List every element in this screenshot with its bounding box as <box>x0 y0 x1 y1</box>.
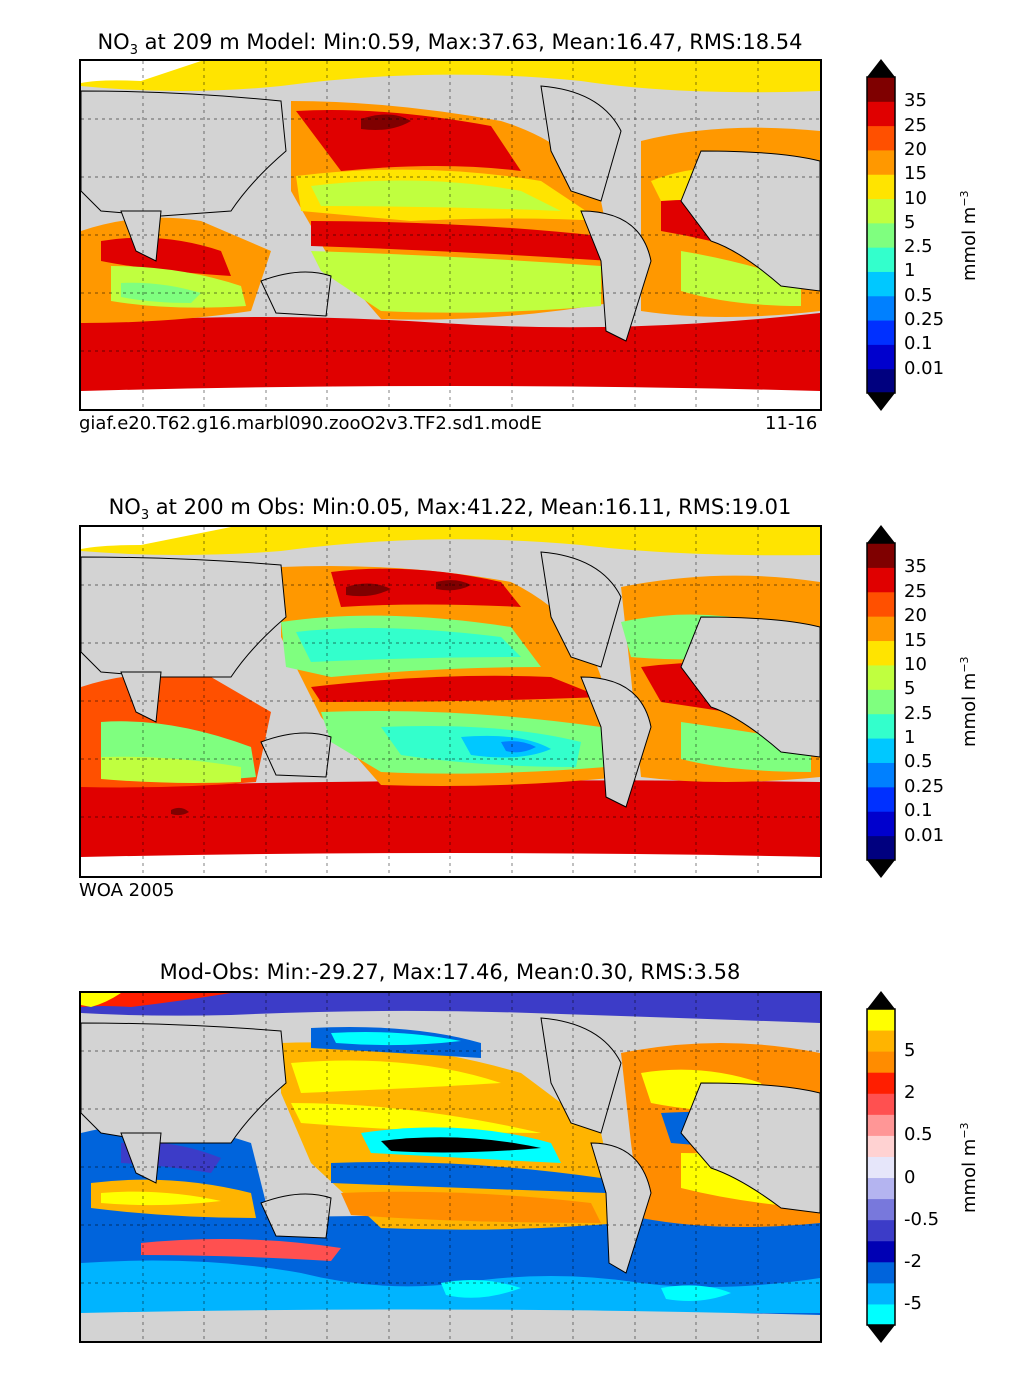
colorbar-tick-label: 10 <box>904 653 927 675</box>
colorbar-tick-label: 20 <box>904 605 927 627</box>
colorbar-segment <box>867 786 895 812</box>
colorbar-tick-label: 20 <box>904 138 927 160</box>
colorbar-segment <box>867 1093 895 1115</box>
diff-title: Mod-Obs: Min:-29.27, Max:17.46, Mean:0.3… <box>159 960 741 984</box>
colorbar-segment <box>867 149 895 175</box>
colorbar-segment <box>867 1072 895 1094</box>
colorbar-segment <box>867 616 895 642</box>
colorbar-extend-max <box>867 525 895 543</box>
obs-title: NO3 at 200 m Obs: Min:0.05, Max:41.22, M… <box>108 495 792 524</box>
colorbar-segment <box>867 1156 895 1179</box>
colorbar-segment <box>867 344 895 370</box>
colorbar-tick-label: 0.5 <box>904 751 933 773</box>
colorbar-tick-label: 5 <box>904 1040 916 1062</box>
colorbar-segment <box>867 1030 895 1052</box>
colorbar-graphic <box>866 59 896 411</box>
model-footer-right: 11-16 <box>765 413 818 434</box>
colorbar-tick-label: 0.01 <box>904 357 945 379</box>
colorbar-tick-label: 0.1 <box>904 333 933 355</box>
colorbar-segment <box>867 198 895 224</box>
obs-map <box>79 525 822 878</box>
colorbar-tick-label: 15 <box>904 629 927 651</box>
colorbar-segment <box>867 125 895 151</box>
colorbar-extend-min <box>867 860 895 878</box>
colorbar-segment <box>867 1219 895 1242</box>
colorbar-segment <box>867 835 895 861</box>
diff-map <box>79 991 822 1343</box>
colorbar-graphic <box>866 525 896 878</box>
colorbar-segment <box>867 567 895 593</box>
colorbar-tick-label: 0.01 <box>904 824 945 846</box>
colorbar-segment <box>867 174 895 200</box>
colorbar-extend-min <box>867 1325 895 1343</box>
colorbar-segment <box>867 271 895 297</box>
colorbar-segment <box>867 1009 895 1031</box>
colorbar-segment <box>867 713 895 739</box>
colorbar-extend-max <box>867 991 895 1009</box>
colorbar-segment <box>867 1261 895 1284</box>
colorbar-tick-label: 5 <box>904 211 916 233</box>
colorbar-tick-label: -0.5 <box>904 1208 940 1230</box>
colorbar-tick-label: 0.5 <box>904 284 933 306</box>
model-panel: NO3 at 209 m Model: Min:0.59, Max:37.63,… <box>0 0 1013 460</box>
colorbar-tick-label: -5 <box>904 1292 922 1314</box>
colorbar-tick-label: 25 <box>904 114 927 136</box>
colorbar-tick-label: 0.25 <box>904 309 945 331</box>
colorbar-segment <box>867 1135 895 1157</box>
colorbar-segment <box>867 543 895 568</box>
colorbar-tick-label: 1 <box>904 727 916 749</box>
colorbar-graphic <box>866 991 896 1343</box>
colorbar-tick-label: 35 <box>904 90 927 112</box>
colorbar-segment <box>867 295 895 321</box>
colorbar-tick-label: 0.1 <box>904 800 933 822</box>
colorbar-segment <box>867 1114 895 1136</box>
colorbar-tick-label: 2.5 <box>904 236 933 258</box>
colorbar-segment <box>867 222 895 248</box>
colorbar-outline <box>866 76 896 394</box>
colorbar-tick-label: 2 <box>904 1082 916 1104</box>
colorbar-tick-label: 1 <box>904 260 916 282</box>
colorbar-segment <box>867 640 895 666</box>
colorbar-segment <box>867 591 895 617</box>
colorbar-segment <box>867 247 895 272</box>
colorbar-tick-label: 10 <box>904 187 927 209</box>
colorbar-segment <box>867 1303 895 1326</box>
colorbar-tick-label: 15 <box>904 163 927 185</box>
colorbar-segment <box>867 1198 895 1221</box>
colorbar-tick-label: 0.5 <box>904 1124 933 1146</box>
colorbar-segment <box>867 1240 895 1263</box>
colorbar-segment <box>867 368 895 394</box>
colorbar-tick-label: 35 <box>904 556 927 578</box>
colorbar-tick-label: -2 <box>904 1250 922 1272</box>
obs-panel: NO3 at 200 m Obs: Min:0.05, Max:41.22, M… <box>79 495 980 901</box>
colorbar-tick-label: 0 <box>904 1166 916 1188</box>
colorbar-segment <box>867 1177 895 1200</box>
model-footer-left: giaf.e20.T62.g16.marbl090.zooO2v3.TF2.sd… <box>79 413 542 434</box>
colorbar-outline <box>866 1008 896 1326</box>
colorbar-segment <box>867 762 895 788</box>
obs-footer-left: WOA 2005 <box>79 880 175 901</box>
model-title: NO3 at 209 m Model: Min:0.59, Max:37.63,… <box>97 30 803 59</box>
colorbar-segment <box>867 738 895 763</box>
colorbar-segment <box>867 1051 895 1073</box>
colorbar-tick-label: 2.5 <box>904 702 933 724</box>
colorbar-tick-label: 25 <box>904 580 927 602</box>
colorbar-extend-max <box>867 59 895 77</box>
model-map <box>79 59 822 411</box>
colorbar-unit-label: mmol m−3 <box>958 1121 980 1213</box>
colorbar-tick-label: 0.25 <box>904 775 945 797</box>
colorbar-segment <box>867 320 895 345</box>
colorbar-segment <box>867 77 895 102</box>
colorbar-segment <box>867 689 895 715</box>
colorbar-segment <box>867 101 895 127</box>
colorbar-segment <box>867 664 895 690</box>
colorbar-segment <box>867 1282 895 1305</box>
colorbar-tick-label: 5 <box>904 678 916 700</box>
colorbar-segment <box>867 811 895 837</box>
colorbar-outline <box>866 542 896 861</box>
colorbar-extend-min <box>867 393 895 411</box>
